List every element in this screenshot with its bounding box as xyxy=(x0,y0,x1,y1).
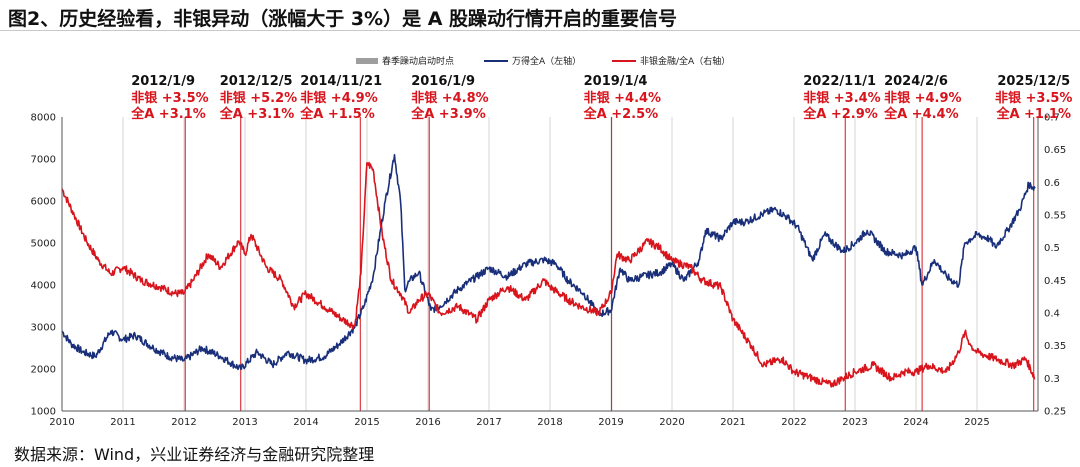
event-nonbank-label: 非银 +4.9% xyxy=(300,90,377,106)
y-left-tick-label: 4000 xyxy=(31,281,56,292)
x-tick-label: 2022 xyxy=(781,417,806,428)
event-alla-label: 全A +3.1% xyxy=(130,106,206,122)
y-left-tick-label: 3000 xyxy=(31,323,56,334)
y-left-tick-label: 2000 xyxy=(31,365,56,376)
x-tick-label: 2010 xyxy=(49,417,74,428)
x-tick-label: 2015 xyxy=(354,417,379,428)
y-left-tick-label: 6000 xyxy=(31,197,56,208)
event-alla-label: 全A +1.1% xyxy=(995,106,1071,122)
legend-label-ratio: 非银金融/全A（右轴） xyxy=(640,55,730,67)
x-tick-label: 2013 xyxy=(232,417,257,428)
event-alla-label: 全A +4.4% xyxy=(883,106,959,122)
y-right-tick-label: 0.5 xyxy=(1044,243,1060,254)
event-date-label: 2016/1/9 xyxy=(411,74,475,89)
event-lines xyxy=(184,117,1035,411)
event-nonbank-label: 非银 +3.5% xyxy=(131,90,208,106)
event-date-label: 2012/1/9 xyxy=(131,74,195,89)
y-right-tick-label: 0.25 xyxy=(1044,407,1066,418)
title-divider xyxy=(0,30,1080,31)
event-alla-label: 全A +2.9% xyxy=(802,106,878,122)
chart: 2010 2011 2012 2013 2014 2015 2016 2017 2018 2019… xyxy=(31,55,1073,429)
event-date-label: 2022/11/1 xyxy=(803,74,876,89)
event-nonbank-label: 非银 +4.4% xyxy=(584,90,661,106)
event-date-label: 2012/12/5 xyxy=(220,74,293,89)
series-lines xyxy=(61,154,1036,388)
x-tick-label: 2019 xyxy=(598,417,623,428)
y-left-tick-label: 7000 xyxy=(31,155,56,166)
y-left-tick-label: 5000 xyxy=(31,239,56,250)
x-tick-label: 2014 xyxy=(293,417,318,428)
y-right-tick-label: 0.55 xyxy=(1044,211,1066,222)
x-tick-label: 2016 xyxy=(415,417,440,428)
legend-label-wande: 万得全A（左轴） xyxy=(512,55,581,67)
event-alla-label: 全A +1.5% xyxy=(299,106,375,122)
event-alla-label: 全A +3.9% xyxy=(410,106,486,122)
event-alla-label: 全A +2.5% xyxy=(583,106,659,122)
x-tick-label: 2024 xyxy=(903,417,928,428)
legend-label-event: 春季躁动启动时点 xyxy=(382,55,454,67)
series-line-nonbank-ratio xyxy=(61,161,1036,388)
axes: 2010 2011 2012 2013 2014 2015 2016 2017 2018 2019… xyxy=(31,113,1067,429)
chart-title: 图2、历史经验看，非银异动（涨幅大于 3%）是 A 股躁动行情开启的重要信号 xyxy=(8,8,678,30)
y-right-tick-label: 0.3 xyxy=(1044,374,1060,385)
y-right-tick-label: 0.7 xyxy=(1044,113,1060,124)
y-right-tick-label: 0.6 xyxy=(1044,178,1060,189)
x-tick-label: 2012 xyxy=(171,417,196,428)
event-nonbank-label: 非银 +3.5% xyxy=(995,90,1072,106)
event-nonbank-label: 非银 +5.2% xyxy=(220,90,297,106)
y-left-tick-label: 8000 xyxy=(31,113,56,124)
y-left-tick-label: 1000 xyxy=(31,407,56,418)
x-tick-label: 2011 xyxy=(110,417,135,428)
event-nonbank-label: 非银 +4.8% xyxy=(411,90,488,106)
x-tick-label: 2017 xyxy=(476,417,501,428)
x-tick-label: 2023 xyxy=(842,417,867,428)
event-date-label: 2025/12/5 xyxy=(997,74,1070,89)
y-right-tick-label: 0.35 xyxy=(1044,341,1066,352)
source-note: 数据来源：Wind，兴业证券经济与金融研究院整理 xyxy=(14,445,375,464)
x-tick-label: 2020 xyxy=(659,417,684,428)
event-date-label: 2024/2/6 xyxy=(884,74,948,89)
gridlines xyxy=(122,117,978,411)
series-line-wande-all-a xyxy=(61,154,1036,371)
event-date-label: 2019/1/4 xyxy=(584,74,648,89)
x-tick-label: 2025 xyxy=(964,417,989,428)
y-right-tick-label: 0.4 xyxy=(1044,309,1060,320)
y-right-tick-label: 0.65 xyxy=(1044,145,1066,156)
x-tick-label: 2018 xyxy=(537,417,562,428)
event-date-label: 2014/11/21 xyxy=(300,74,382,89)
event-annotations: 2012/1/9非银 +3.5%全A +3.1%2012/12/5非银 +5.2… xyxy=(130,74,1072,122)
y-right-tick-label: 0.45 xyxy=(1044,276,1066,287)
legend-swatch-event xyxy=(356,58,378,64)
event-alla-label: 全A +3.1% xyxy=(219,106,295,122)
event-nonbank-label: 非银 +3.4% xyxy=(803,90,880,106)
event-nonbank-label: 非银 +4.9% xyxy=(884,90,961,106)
legend: 春季躁动启动时点 万得全A（左轴） 非银金融/全A（右轴） xyxy=(356,55,730,67)
x-tick-label: 2021 xyxy=(720,417,745,428)
